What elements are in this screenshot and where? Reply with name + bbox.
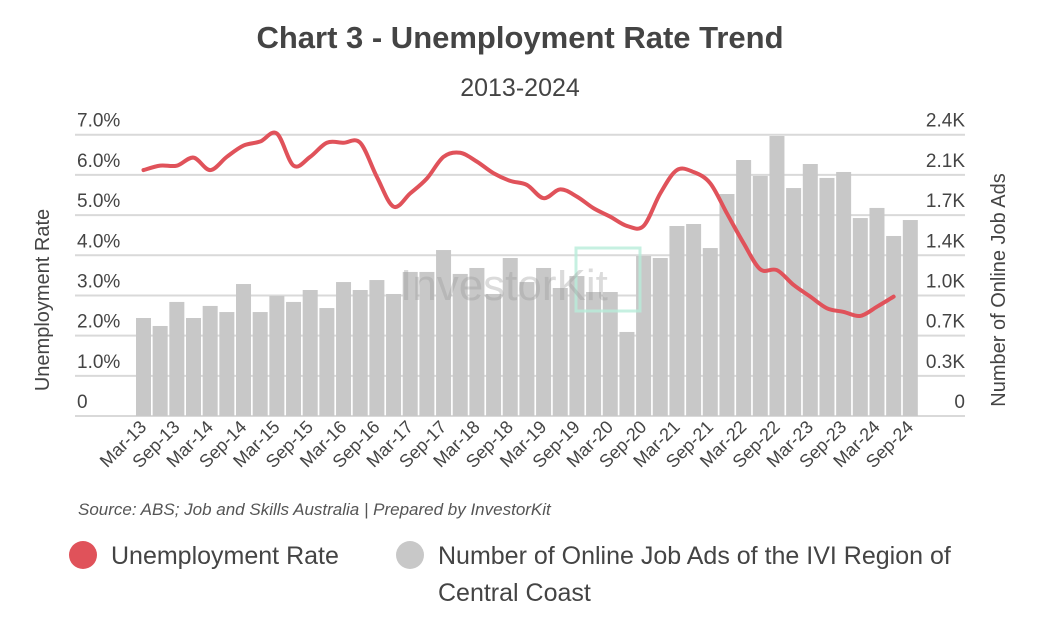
right-axis-ticks: 0 0.3K 0.7K 1.0K 1.4K 1.7K 2.1K 2.4K xyxy=(926,111,965,413)
bar xyxy=(619,331,635,416)
bar xyxy=(469,267,485,416)
legend-item-unemployment-rate: Unemployment Rate xyxy=(69,538,339,575)
bar xyxy=(836,171,852,416)
bar xyxy=(736,160,752,416)
legend-swatch-grey-icon xyxy=(396,541,424,569)
bar xyxy=(369,280,385,416)
bar xyxy=(152,325,168,416)
bar xyxy=(319,308,335,416)
bar xyxy=(802,164,818,416)
bar xyxy=(286,301,302,416)
right-tick-label: 0 xyxy=(954,392,965,413)
bar xyxy=(686,224,702,416)
bar-series xyxy=(136,135,918,416)
bar xyxy=(552,288,568,416)
source-note: Source: ABS; Job and Skills Australia | … xyxy=(78,500,551,519)
bar xyxy=(136,318,151,416)
bar xyxy=(819,177,835,416)
bar xyxy=(752,175,768,416)
left-axis-ticks: 0 1.0% 2.0% 3.0% 4.0% 5.0% 6.0% 7.0% xyxy=(77,111,120,413)
bar xyxy=(602,291,618,416)
bar xyxy=(402,271,418,416)
left-tick-label: 6.0% xyxy=(77,151,120,172)
left-tick-label: 1.0% xyxy=(77,352,120,373)
x-axis-ticks: Mar-13Sep-13Mar-14Sep-14Mar-15Sep-15Mar-… xyxy=(96,417,917,472)
bar xyxy=(302,290,318,416)
bar xyxy=(186,318,202,416)
right-tick-label: 1.4K xyxy=(926,231,965,252)
legend-swatch-red-icon xyxy=(69,541,97,569)
left-tick-label: 2.0% xyxy=(77,312,120,333)
left-tick-label: 4.0% xyxy=(77,231,120,252)
bar xyxy=(902,220,918,416)
watermark-logo: InvestorKit xyxy=(400,246,642,313)
right-tick-label: 1.0K xyxy=(926,271,965,292)
bar xyxy=(669,226,685,416)
bar xyxy=(869,207,885,416)
watermark-frame xyxy=(574,246,642,313)
left-tick-label: 5.0% xyxy=(77,191,120,212)
left-tick-label: 0 xyxy=(77,392,88,413)
bar xyxy=(436,250,452,416)
legend-label: Number of Online Job Ads of the IVI Regi… xyxy=(438,542,951,607)
right-axis-label: Number of Online Job Ads xyxy=(988,173,1010,406)
legend-label: Unemployment Rate xyxy=(111,542,339,570)
chart-subtitle: 2013-2024 xyxy=(460,74,580,102)
chart-title: Chart 3 - Unemployment Rate Trend xyxy=(256,20,784,55)
bar xyxy=(202,305,218,416)
bar xyxy=(169,301,185,416)
bar xyxy=(636,256,652,416)
bar xyxy=(452,273,468,416)
bar xyxy=(586,291,602,416)
bar xyxy=(486,293,502,416)
left-tick-label: 7.0% xyxy=(77,111,120,132)
bar xyxy=(652,258,668,416)
bar xyxy=(702,248,718,416)
right-tick-label: 2.1K xyxy=(926,151,965,172)
legend-item-job-ads: Number of Online Job Ads of the IVI Regi… xyxy=(396,538,996,612)
left-tick-label: 3.0% xyxy=(77,271,120,292)
bar xyxy=(419,271,435,416)
right-tick-label: 0.7K xyxy=(926,312,965,333)
bar xyxy=(336,282,352,416)
bar xyxy=(252,312,268,416)
right-tick-label: 2.4K xyxy=(926,111,965,132)
bar xyxy=(769,135,785,416)
bar xyxy=(719,194,735,416)
bar xyxy=(352,290,368,416)
bar xyxy=(536,267,552,416)
right-tick-label: 1.7K xyxy=(926,191,965,212)
bar xyxy=(502,258,518,416)
bar xyxy=(386,293,402,416)
right-tick-label: 0.3K xyxy=(926,352,965,373)
bar xyxy=(786,188,802,416)
left-axis-label: Unemployment Rate xyxy=(32,209,54,391)
line-unemployment-rate xyxy=(141,130,896,319)
bar xyxy=(886,235,902,416)
bar xyxy=(519,282,535,416)
bar xyxy=(236,284,252,416)
watermark-text: InvestorKit xyxy=(400,261,608,310)
bar xyxy=(219,312,235,416)
bar xyxy=(269,295,285,416)
